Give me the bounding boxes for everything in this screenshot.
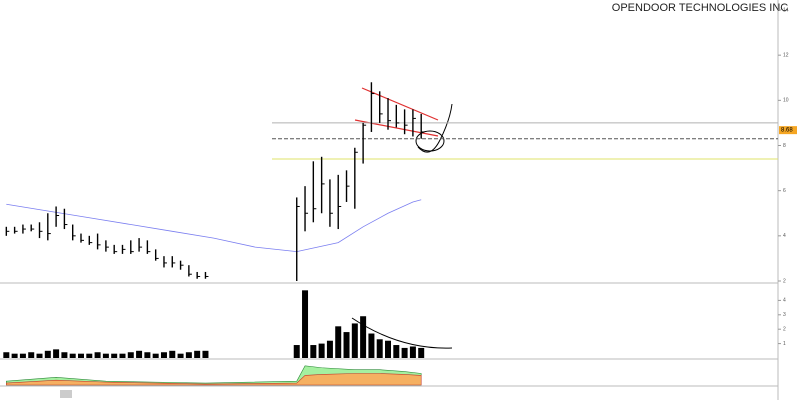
volume-bar: [94, 352, 101, 358]
volume-bar: [28, 352, 35, 358]
y-tick-label: 6: [783, 188, 786, 194]
volume-bar: [44, 350, 51, 358]
annotation-curve: [417, 103, 453, 153]
volume-bar: [86, 353, 93, 358]
volume-bar: [401, 347, 408, 358]
y-tick-label: 3: [783, 312, 786, 318]
last-price-box: [779, 126, 797, 135]
volume-bar: [335, 326, 342, 358]
volume-bar: [302, 290, 309, 358]
y-tick-label: 2: [783, 327, 786, 333]
volume-bar: [202, 350, 209, 358]
volume-bar: [360, 316, 367, 358]
y-tick-label: 12: [783, 52, 789, 58]
volume-bar: [185, 352, 192, 358]
moving-average: [6, 199, 422, 253]
volume-bar: [77, 353, 84, 358]
date-axis: [60, 390, 72, 398]
volume-bar: [293, 345, 300, 358]
volume-bar: [326, 340, 333, 358]
volume-bar: [53, 349, 60, 358]
volume-bar: [136, 350, 143, 358]
y-tick-label: 4: [783, 233, 786, 239]
volume-bar: [127, 352, 134, 358]
volume-bar: [385, 340, 392, 358]
volume-bar: [169, 350, 176, 358]
volume-bar: [409, 346, 416, 358]
volume-bar: [102, 353, 109, 358]
y-tick-label: 14: [783, 7, 789, 13]
volume-bar: [418, 347, 425, 358]
last-price-label: 8.68: [781, 128, 793, 134]
indicator-area: [6, 373, 422, 386]
volume-bar: [177, 353, 184, 358]
y-tick-label: 10: [783, 98, 789, 104]
chart-title: OPENDOOR TECHNOLOGIES INC: [612, 2, 788, 14]
scroll-thumb: [60, 390, 72, 398]
volume-bar: [194, 350, 201, 358]
volume-bar: [111, 353, 118, 358]
volume-bar: [318, 343, 325, 358]
y-tick-label: 4: [783, 298, 786, 304]
volume-bar: [69, 353, 76, 358]
y-tick-label: 1: [783, 341, 786, 347]
volume-bar: [351, 323, 358, 358]
volume-bar: [376, 339, 383, 358]
volume-bar: [11, 353, 18, 358]
y-tick-label: 2: [783, 278, 786, 284]
annotation-ellipse: [415, 130, 445, 152]
pattern-line: [361, 87, 439, 121]
volume-bar: [368, 333, 375, 358]
volume-bar: [310, 345, 317, 358]
volume-bar: [19, 353, 26, 358]
volume-bar: [36, 353, 43, 358]
volume-bar: [393, 345, 400, 358]
y-tick-label: 8: [783, 143, 786, 149]
volume-bar: [119, 353, 126, 358]
volume-bar: [61, 352, 68, 358]
volume-bar: [144, 352, 151, 358]
volume-bar: [343, 332, 350, 358]
volume-bar: [3, 352, 10, 358]
volume-bar: [160, 352, 167, 358]
volume-bar: [152, 353, 159, 358]
